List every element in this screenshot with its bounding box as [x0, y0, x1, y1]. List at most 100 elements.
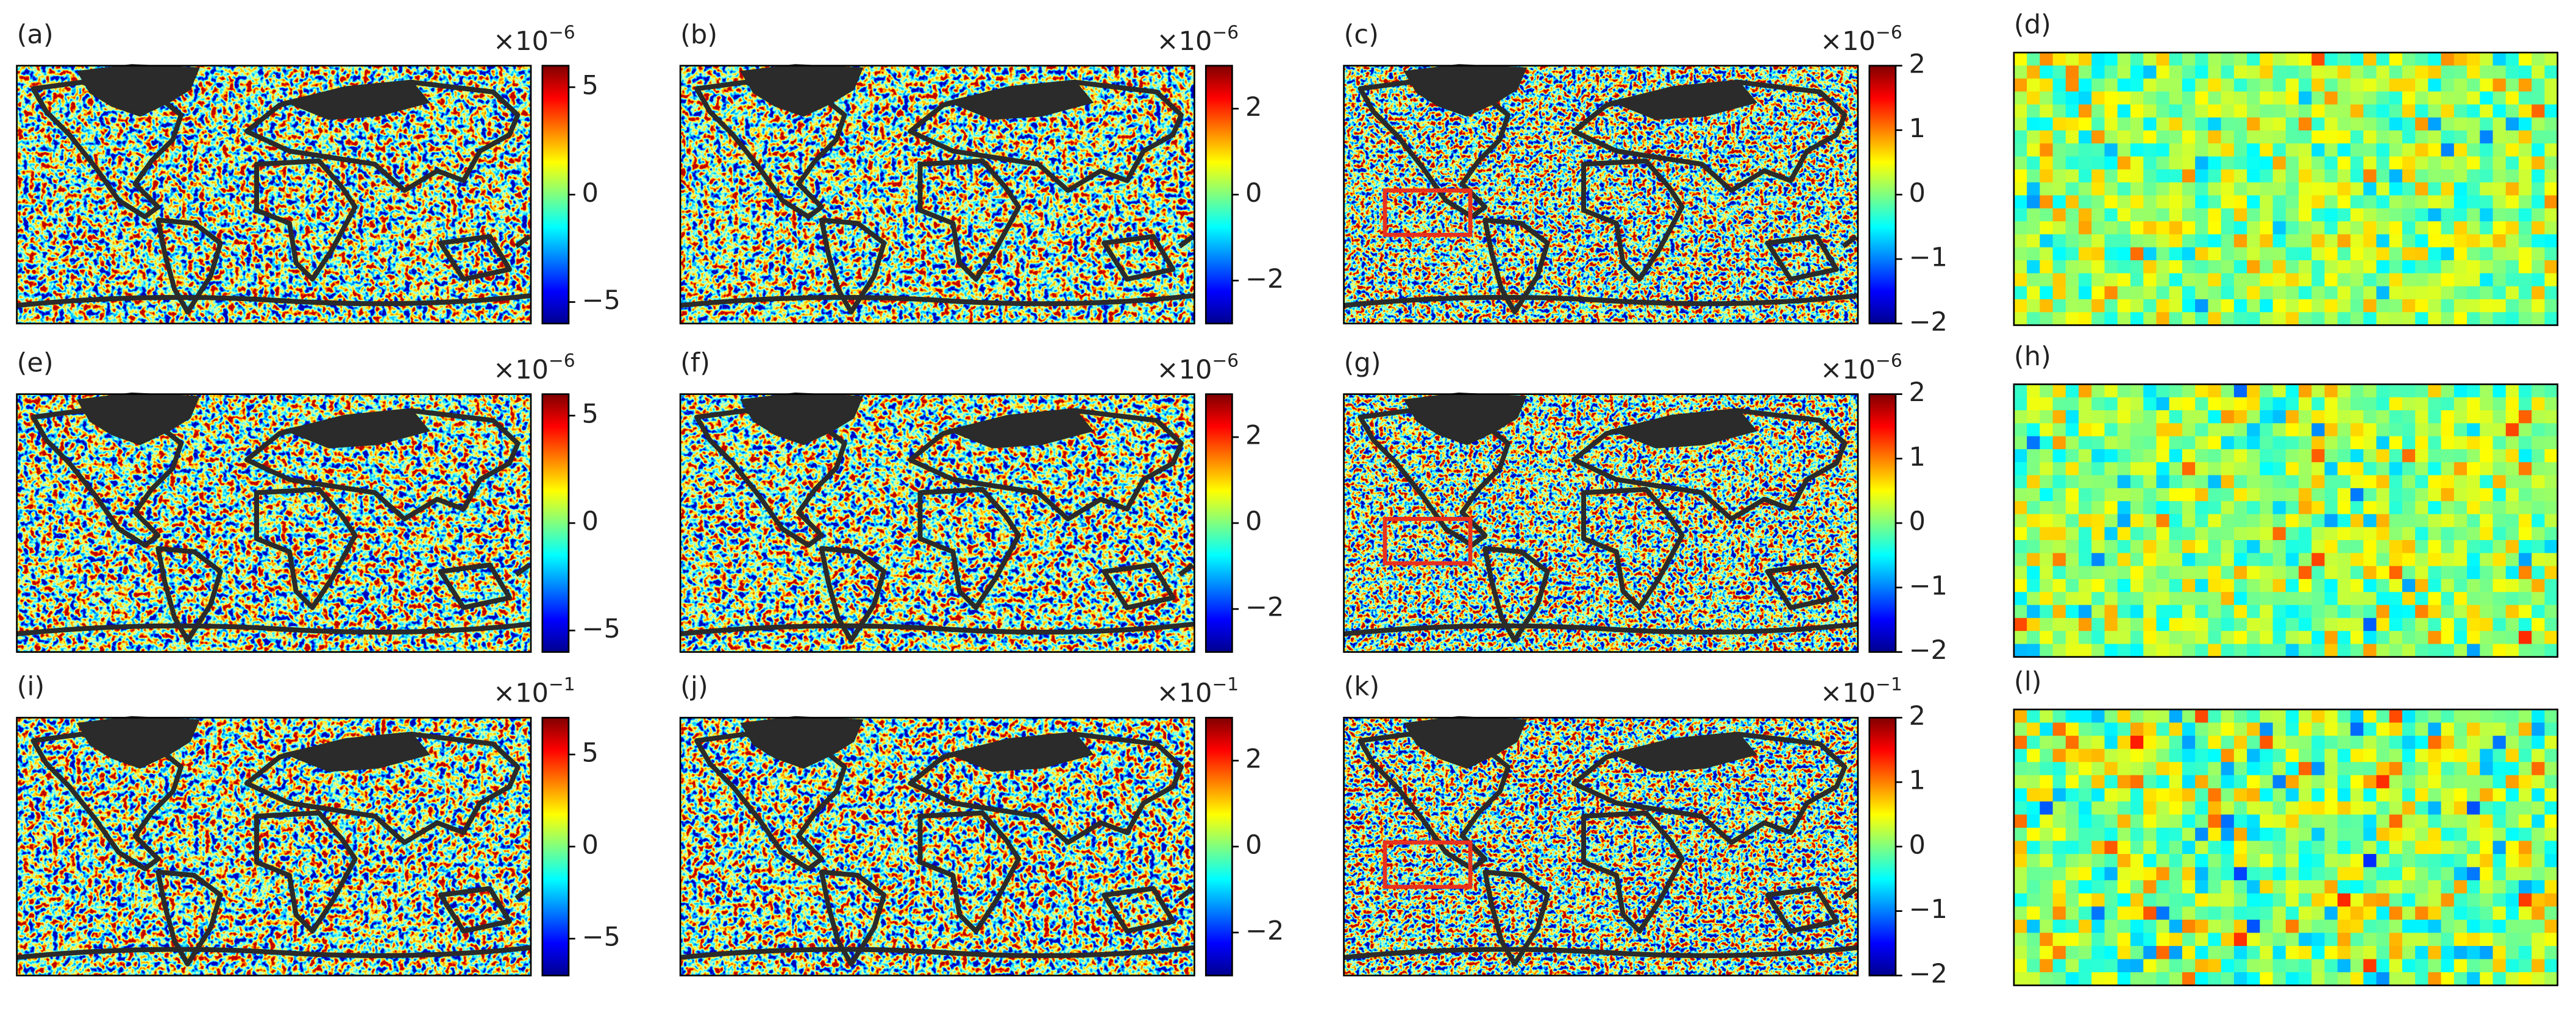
- heat-cell: [2544, 933, 2558, 947]
- heat-cell: [2402, 143, 2416, 157]
- heat-cell: [2518, 749, 2533, 763]
- heat-cell: [2389, 247, 2403, 261]
- heat-cell: [2441, 736, 2455, 750]
- heat-cell: [2195, 397, 2209, 411]
- heat-cell: [2453, 540, 2467, 554]
- heat-cell: [2311, 501, 2325, 515]
- heat-cell: [2208, 130, 2222, 144]
- heat-cell: [2376, 449, 2390, 463]
- heat-cell: [2091, 736, 2105, 750]
- heat-cell: [2065, 312, 2079, 326]
- heat-cell: [2311, 880, 2325, 894]
- heat-cell: [2544, 722, 2558, 736]
- heat-cell: [2453, 410, 2467, 424]
- heat-cell: [2505, 788, 2519, 802]
- heat-cell: [2480, 959, 2494, 973]
- heat-cell: [2415, 501, 2429, 515]
- heat-cell: [2518, 959, 2533, 973]
- heat-cell: [2104, 854, 2118, 868]
- heat-cell: [2079, 749, 2093, 763]
- heat-cell: [2453, 130, 2467, 144]
- heat-cell: [2091, 919, 2105, 934]
- heat-cell: [2143, 617, 2157, 631]
- heat-cell: [2544, 893, 2558, 908]
- heat-cell: [2402, 527, 2416, 541]
- heat-cell: [2285, 827, 2299, 842]
- heat-cell: [2079, 247, 2093, 261]
- heat-cell: [2376, 527, 2390, 541]
- heat-cell: [2040, 208, 2054, 222]
- heat-cell: [2544, 143, 2558, 157]
- heat-cell: [2428, 65, 2442, 79]
- heat-cell: [2324, 462, 2338, 476]
- heat-cell: [2492, 933, 2507, 947]
- heat-cell: [2143, 423, 2157, 437]
- heat-cell: [2389, 854, 2403, 868]
- heat-cell: [2130, 501, 2144, 515]
- heat-cell: [2505, 104, 2519, 118]
- heat-cell: [2492, 566, 2507, 580]
- heat-cell: [2130, 945, 2144, 960]
- heat-cell: [2480, 540, 2494, 554]
- heat-cell: [2233, 195, 2247, 209]
- heat-cell: [2337, 540, 2351, 554]
- heat-cell: [2052, 488, 2066, 502]
- heat-cell: [2143, 130, 2157, 144]
- heat-cell: [2402, 605, 2416, 619]
- heat-cell: [2052, 722, 2066, 736]
- heat-cell: [2544, 501, 2558, 515]
- heat-cell: [2208, 959, 2222, 973]
- heat-cell: [2260, 234, 2274, 248]
- heat-cell: [2117, 195, 2131, 209]
- heat-cell: [2052, 410, 2066, 424]
- heat-cell: [2285, 749, 2299, 763]
- heat-cell: [2143, 286, 2157, 300]
- heat-cell: [2544, 540, 2558, 554]
- colorbar-tick-label: 5: [582, 71, 598, 101]
- heat-cell: [2350, 709, 2364, 724]
- heat-cell: [2079, 801, 2093, 816]
- panel-label: (k): [1344, 671, 1380, 702]
- heat-cell: [2182, 893, 2196, 908]
- heat-cell: [2143, 854, 2157, 868]
- heat-cell: [2532, 501, 2546, 515]
- heat-cell: [2480, 527, 2494, 541]
- heat-cell: [2208, 488, 2222, 502]
- heat-cell: [2350, 827, 2364, 842]
- heat-cell: [2027, 449, 2041, 463]
- heat-cell: [2453, 475, 2467, 489]
- heat-cell: [2505, 867, 2519, 881]
- heat-cell: [2376, 514, 2390, 528]
- heat-cell: [2480, 462, 2494, 476]
- heat-cell: [2415, 410, 2429, 424]
- heat-cell: [2415, 462, 2429, 476]
- heat-cell: [2389, 143, 2403, 157]
- heat-cell: [2428, 384, 2442, 398]
- heat-cell: [2428, 488, 2442, 502]
- heat-cell: [2169, 273, 2183, 287]
- heat-cell: [2169, 488, 2183, 502]
- heat-cell: [2195, 841, 2209, 855]
- heat-cell: [2324, 605, 2338, 619]
- heat-cell: [2285, 65, 2299, 79]
- exponent-power: −6: [1876, 21, 1902, 42]
- heat-cell: [2130, 749, 2144, 763]
- colorbar-tick-label: 0: [1909, 830, 1925, 860]
- heat-cell: [2130, 117, 2144, 131]
- heat-cell: [2130, 972, 2144, 986]
- heat-cell: [2182, 605, 2196, 619]
- heat-cell: [2441, 130, 2455, 144]
- heat-cell: [2376, 221, 2390, 235]
- heat-cell: [2285, 312, 2299, 326]
- heat-cell: [2402, 384, 2416, 398]
- heat-cell: [2389, 65, 2403, 79]
- heat-cell: [2350, 91, 2364, 105]
- heat-cell: [2532, 566, 2546, 580]
- heat-cell: [2299, 299, 2313, 313]
- heat-cell: [2143, 906, 2157, 920]
- heat-cell: [2169, 945, 2183, 960]
- heat-cell: [2013, 423, 2027, 437]
- heat-cell: [2532, 617, 2546, 631]
- heat-cell: [2467, 722, 2481, 736]
- heat-cell: [2182, 436, 2196, 450]
